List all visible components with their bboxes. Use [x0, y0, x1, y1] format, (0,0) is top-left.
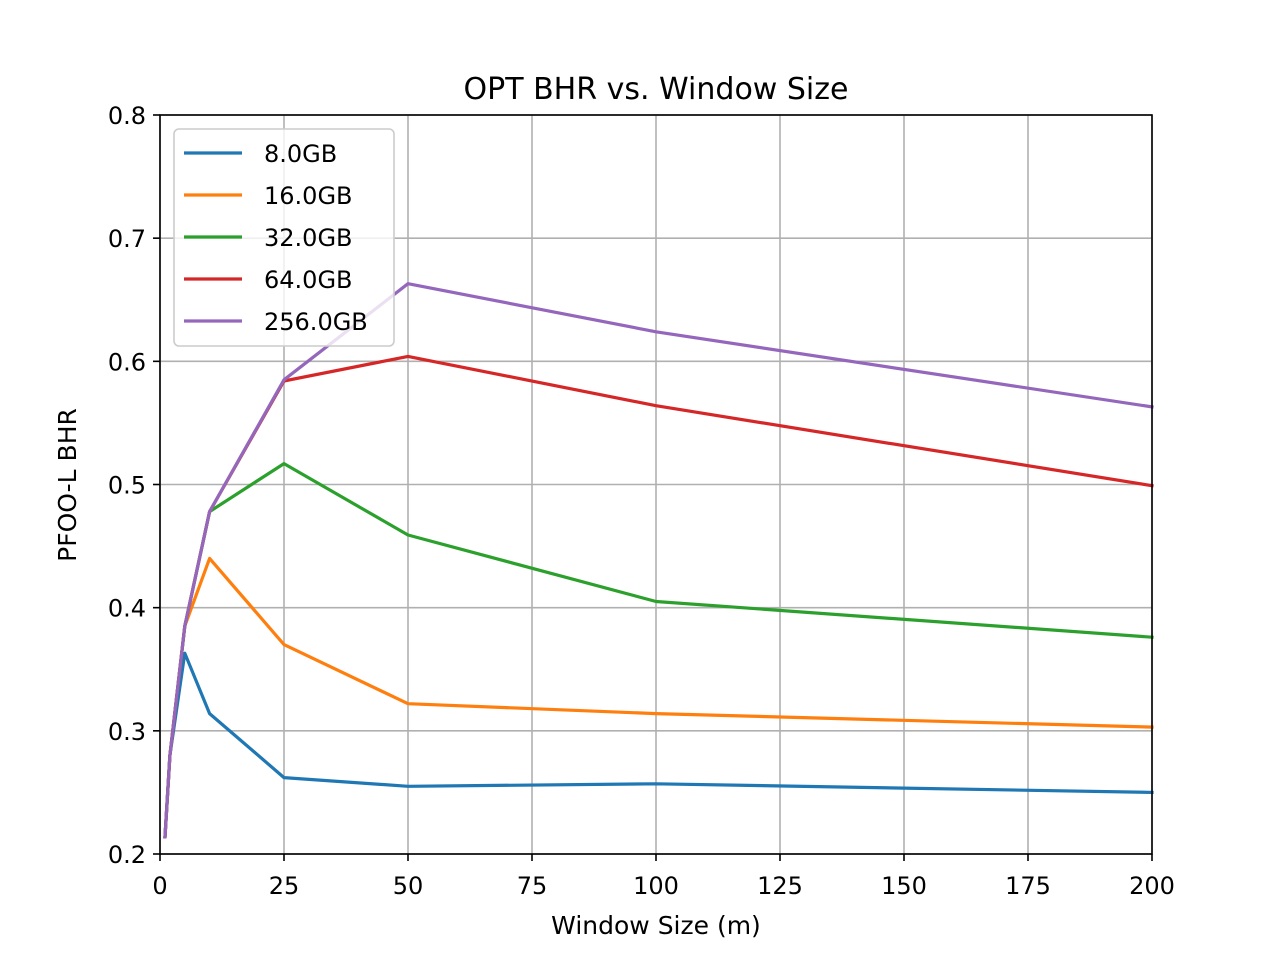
- axis-ticks: 0 25 50 75 100 125 150 175 200 0.2 0.3 0.4 0.5 0.6 0.7…: [108, 102, 1175, 900]
- y-tick-label: 0.6: [108, 348, 146, 376]
- x-tick-label: 125: [757, 872, 803, 900]
- legend: 8.0GB 16.0GB 32.0GB 64.0GB 256.0GB: [173, 128, 395, 347]
- series-line-256-0gb: [163, 282, 1154, 839]
- x-tick-label: 0: [152, 872, 167, 900]
- y-tick-label: 0.5: [108, 472, 146, 500]
- legend-label: 256.0GB: [264, 308, 368, 336]
- x-tick-label: 25: [269, 872, 300, 900]
- legend-label: 8.0GB: [264, 140, 337, 168]
- y-tick-label: 0.8: [108, 102, 146, 130]
- legend-label: 32.0GB: [264, 224, 353, 252]
- y-tick-label: 0.3: [108, 718, 146, 746]
- y-tick-label: 0.7: [108, 225, 146, 253]
- x-tick-label: 200: [1129, 872, 1175, 900]
- chart-title: OPT BHR vs. Window Size: [464, 72, 849, 107]
- series-layer: [163, 282, 1154, 839]
- x-tick-label: 50: [393, 872, 424, 900]
- x-tick-label: 75: [517, 872, 548, 900]
- x-tick-label: 175: [1005, 872, 1051, 900]
- legend-label: 16.0GB: [264, 182, 353, 210]
- x-axis-label: Window Size (m): [551, 911, 761, 940]
- y-tick-label: 0.4: [108, 595, 146, 623]
- y-axis-label: PFOO-L BHR: [53, 408, 82, 562]
- x-tick-label: 100: [633, 872, 679, 900]
- legend-label: 64.0GB: [264, 266, 353, 294]
- legend-box: [173, 128, 395, 347]
- y-tick-label: 0.2: [108, 841, 146, 869]
- x-tick-label: 150: [881, 872, 927, 900]
